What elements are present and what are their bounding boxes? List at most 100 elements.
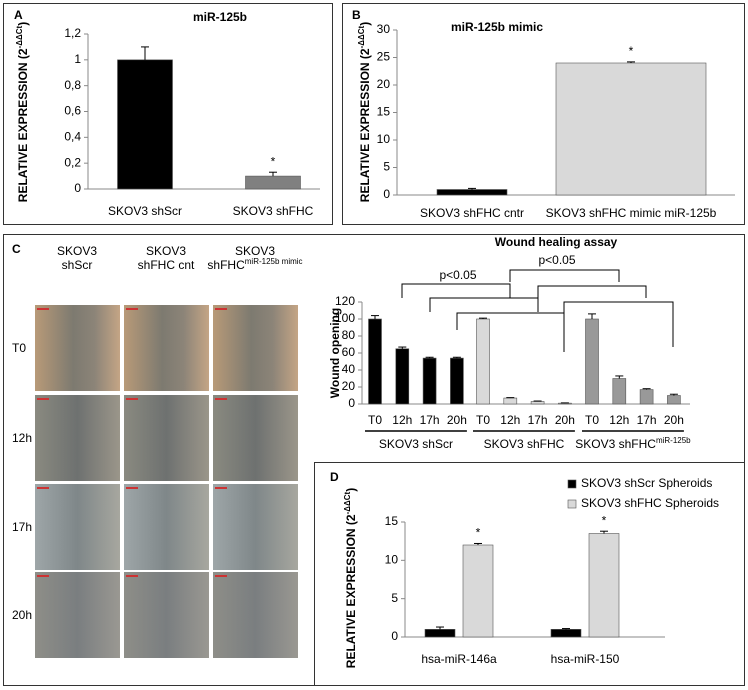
y-tick-label: 10 <box>385 553 399 567</box>
column-label: shScr <box>62 258 93 272</box>
x-tick-label: hsa-miR-150 <box>551 652 620 666</box>
bar <box>588 533 620 638</box>
error-bar <box>425 356 434 359</box>
x-tick-label: 12h <box>609 413 629 427</box>
y-tick-label: 0 <box>74 181 81 195</box>
micrograph <box>213 305 298 391</box>
significance-mark: * <box>271 154 276 168</box>
scale-bar <box>126 308 138 310</box>
row-label: 20h <box>12 608 32 622</box>
error-bar <box>468 187 476 190</box>
x-tick-label: SKOV3 shFHC cntr <box>420 206 524 220</box>
error-bar <box>371 315 379 319</box>
y-tick-label: 60 <box>342 345 356 359</box>
micrograph <box>35 484 120 570</box>
column-label: SKOV3 <box>235 244 275 258</box>
x-tick-label: SKOV3 shFHC <box>233 204 314 218</box>
y-axis-label: RELATIVE EXPRESSION (2-ΔΔCt) <box>343 488 359 668</box>
y-tick-label: 40 <box>342 362 356 376</box>
group-label-part: SKOV3 shFHC <box>484 437 565 451</box>
y-tick-label: 20 <box>342 379 356 393</box>
micrograph <box>213 395 298 481</box>
scale-bar <box>37 308 49 310</box>
bar <box>476 318 490 405</box>
legend-label: SKOV3 shScr Spheroids <box>581 476 712 490</box>
bar <box>422 357 437 405</box>
panel-frame <box>3 3 333 225</box>
panel-label: A <box>14 8 23 22</box>
micrograph <box>124 305 209 391</box>
scale-bar <box>126 575 138 577</box>
micrograph <box>35 395 120 481</box>
error-bar <box>269 171 277 177</box>
scale-bar <box>215 308 227 310</box>
y-tick-label: 0 <box>383 187 390 201</box>
micrograph <box>35 572 120 658</box>
significance-mark: * <box>476 526 481 540</box>
scale-bar <box>215 487 227 489</box>
y-tick-label: 10 <box>377 132 391 146</box>
error-bar <box>474 542 482 545</box>
y-tick-label: 15 <box>377 105 391 119</box>
column-label: SKOV3 <box>146 244 186 258</box>
y-tick-label: 1 <box>74 52 81 66</box>
comparison-bracket <box>563 301 674 347</box>
y-tick-label: 5 <box>383 160 390 174</box>
y-axis-label-part: ) <box>16 22 30 26</box>
micrograph <box>213 572 298 658</box>
micrograph <box>124 572 209 658</box>
y-axis-label-part: RELATIVE EXPRESSION (2 <box>344 514 358 668</box>
y-tick-label: 1,2 <box>64 26 81 40</box>
x-tick-label: 12h <box>392 413 412 427</box>
bar <box>585 318 599 405</box>
y-axis-label-part: ) <box>344 488 358 492</box>
panel-label: C <box>12 242 21 256</box>
chart-title: Wound healing assay <box>495 235 618 249</box>
x-tick-label: hsa-miR-146a <box>421 652 497 666</box>
chart-title: miR-125b mimic <box>451 20 543 34</box>
bar <box>450 357 464 405</box>
error-bar <box>436 626 444 630</box>
error-bar <box>588 313 596 319</box>
bar <box>424 629 456 638</box>
scale-bar <box>126 398 138 400</box>
column-label: shFHCmiR-125b mimic <box>207 257 302 273</box>
error-bar <box>615 375 624 379</box>
row-label: 17h <box>12 520 32 534</box>
x-tick-label: 12h <box>500 413 520 427</box>
legend-label: SKOV3 shFHC Spheroids <box>581 496 719 510</box>
bar <box>639 389 654 405</box>
y-axis-label-part: -ΔΔCt <box>15 25 24 48</box>
error-bar <box>479 317 487 319</box>
x-tick-label: 17h <box>528 413 548 427</box>
error-bar <box>627 61 635 63</box>
group-label-part: SKOV3 shScr <box>379 437 453 451</box>
y-tick-label: 0,8 <box>64 78 81 92</box>
column-label-part: shFHC <box>207 258 245 272</box>
y-tick-label: 0 <box>391 629 398 643</box>
group-label-part: miR-125b <box>656 436 691 445</box>
y-tick-label: 5 <box>391 591 398 605</box>
y-axis-label: Wound opening <box>328 308 342 398</box>
row-label: 12h <box>12 431 32 445</box>
x-tick-label: 20h <box>664 413 684 427</box>
annotation: p<0.05 <box>439 268 476 282</box>
comparison-bracket <box>537 285 647 298</box>
y-tick-label: 15 <box>385 514 399 528</box>
y-tick-label: 120 <box>335 294 355 308</box>
bar <box>117 59 173 190</box>
x-tick-label: 20h <box>555 413 575 427</box>
y-axis-label: RELATIVE EXPRESSION (2-ΔΔCt) <box>357 22 373 202</box>
x-tick-label: 17h <box>420 413 440 427</box>
bar <box>503 397 518 405</box>
group-label: SKOV3 shFHC <box>484 437 565 451</box>
comparison-bracket <box>401 283 511 298</box>
comparison-bracket <box>509 269 620 282</box>
legend-swatch <box>567 479 577 489</box>
y-tick-label: 0,2 <box>64 155 81 169</box>
bar <box>667 395 681 405</box>
annotation: p<0.05 <box>538 253 575 267</box>
scale-bar <box>126 487 138 489</box>
